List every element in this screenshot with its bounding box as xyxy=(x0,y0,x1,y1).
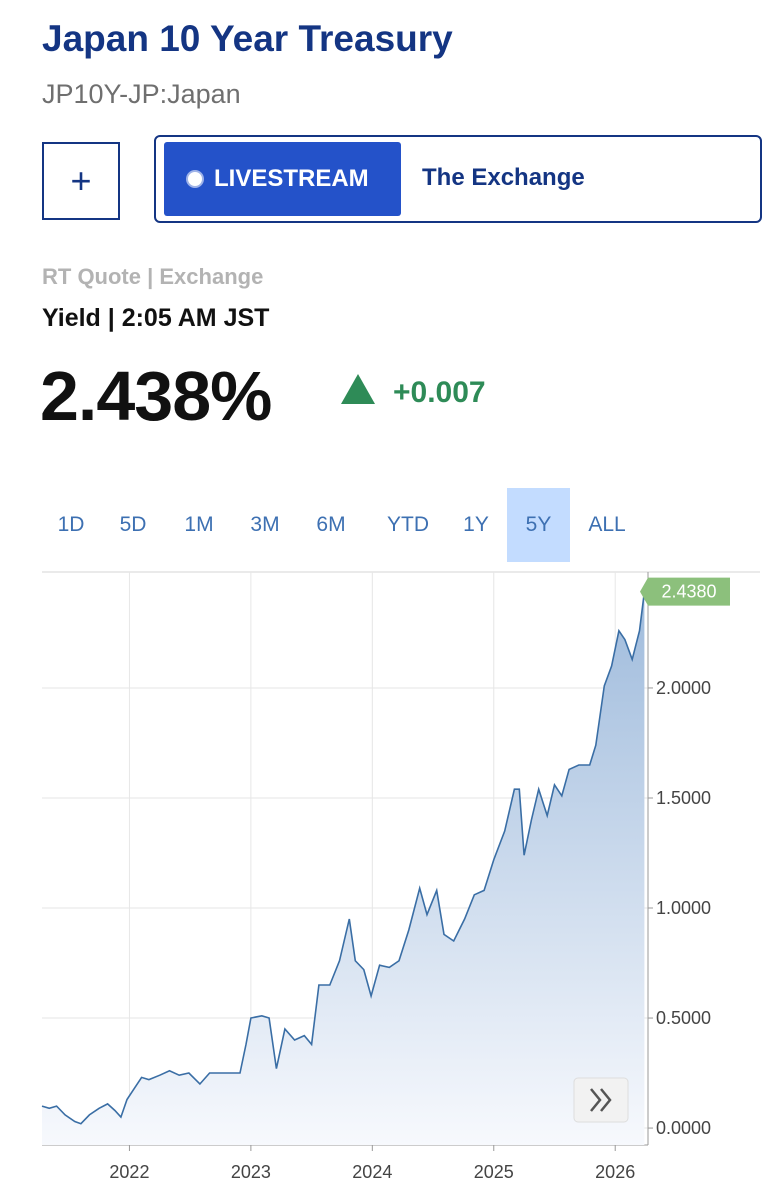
add-button[interactable]: + xyxy=(42,142,120,220)
range-tab[interactable]: YTD xyxy=(387,513,429,536)
scroll-button[interactable] xyxy=(573,1077,629,1123)
up-arrow xyxy=(341,374,375,404)
range-tab[interactable]: 1D xyxy=(57,513,85,536)
quote-source: RT Quote | Exchange xyxy=(42,264,264,289)
y-tick-label: 2.0000 xyxy=(656,678,711,698)
y-tick-label: 0.0000 xyxy=(656,1118,711,1138)
range-tab[interactable]: 6M xyxy=(316,513,346,536)
livestream-label: LIVESTREAM xyxy=(214,165,369,192)
y-tick-label: 1.5000 xyxy=(656,788,711,808)
y-tick-label: 0.5000 xyxy=(656,1008,711,1028)
x-tick-label: 2024 xyxy=(352,1162,392,1182)
quote-label: Yield | 2:05 AM JST xyxy=(42,304,270,332)
last-value-label: 2.4380 xyxy=(661,582,716,602)
range-tab[interactable]: 3M xyxy=(250,513,280,536)
x-tick-label: 2026 xyxy=(595,1162,635,1182)
live-dot xyxy=(186,170,204,188)
page-title: Japan 10 Year Treasury xyxy=(42,18,453,59)
area-fill xyxy=(42,591,645,1145)
scroll-icon xyxy=(590,1088,612,1112)
range-tab[interactable]: ALL xyxy=(588,513,626,536)
stream-panel xyxy=(154,135,762,223)
line xyxy=(41,591,646,1125)
range-tab[interactable]: 1Y xyxy=(463,513,489,536)
quote-change: +0.007 xyxy=(393,376,486,409)
range-tab[interactable]: 5D xyxy=(119,513,147,536)
channel-link[interactable]: The Exchange xyxy=(422,164,585,191)
symbol: JP10Y-JP:Japan xyxy=(42,79,241,109)
range-tab[interactable]: 1M xyxy=(184,513,214,536)
last-value-tag xyxy=(640,577,730,606)
x-tick-label: 2025 xyxy=(474,1162,514,1182)
x-tick-label: 2023 xyxy=(231,1162,271,1182)
range-tab[interactable]: 5Y xyxy=(507,488,570,562)
livestream-button[interactable]: LIVESTREAM xyxy=(164,142,401,216)
y-tick-label: 1.0000 xyxy=(656,898,711,918)
chart: 0.0000 0.5000 1.0000 1.5000 2.0000 2022 2023 20… xyxy=(41,571,760,1182)
quote-value: 2.438% xyxy=(40,357,272,435)
x-tick-label: 2022 xyxy=(109,1162,149,1182)
